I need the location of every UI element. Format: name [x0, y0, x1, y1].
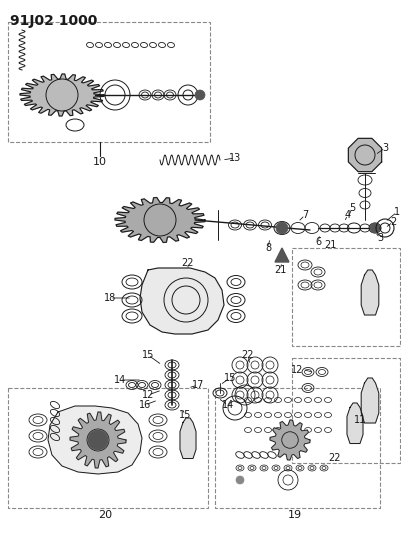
Bar: [291, 248, 399, 346]
Text: 13: 13: [228, 153, 241, 163]
Text: 1: 1: [393, 207, 399, 217]
Polygon shape: [70, 412, 126, 468]
Polygon shape: [348, 139, 381, 172]
Circle shape: [369, 223, 379, 233]
Text: 15: 15: [223, 373, 236, 383]
Bar: [215, 388, 379, 508]
Polygon shape: [360, 378, 378, 423]
Polygon shape: [140, 268, 223, 334]
Text: 7: 7: [301, 210, 307, 220]
Text: 12: 12: [142, 390, 154, 400]
Text: 12: 12: [290, 365, 302, 375]
Polygon shape: [115, 198, 205, 243]
Text: 3: 3: [381, 143, 387, 153]
Text: 22: 22: [328, 453, 340, 463]
Text: 91J02 1000: 91J02 1000: [10, 14, 97, 28]
Polygon shape: [269, 420, 309, 460]
Text: 22: 22: [241, 350, 253, 360]
Text: 21: 21: [323, 240, 335, 250]
Text: 21: 21: [273, 265, 286, 275]
Circle shape: [235, 476, 243, 484]
Circle shape: [88, 430, 108, 450]
Circle shape: [194, 90, 205, 100]
Polygon shape: [346, 403, 362, 443]
Polygon shape: [180, 418, 196, 458]
Bar: [8, 22, 209, 142]
Text: 22: 22: [181, 258, 194, 268]
Polygon shape: [20, 74, 104, 116]
Polygon shape: [48, 406, 142, 474]
Text: 11: 11: [353, 415, 365, 425]
Text: 15: 15: [142, 350, 154, 360]
Text: 18: 18: [103, 293, 116, 303]
Text: 4: 4: [344, 210, 350, 220]
Text: 3: 3: [376, 233, 382, 243]
Circle shape: [275, 222, 287, 234]
Text: 8: 8: [264, 243, 270, 253]
Text: 14: 14: [221, 400, 233, 410]
Bar: [8, 388, 207, 508]
Text: 10: 10: [93, 157, 107, 167]
Text: 5: 5: [348, 203, 354, 213]
Text: 17: 17: [191, 380, 204, 390]
Polygon shape: [360, 270, 378, 315]
Text: 15: 15: [178, 410, 191, 420]
Text: 20: 20: [98, 510, 112, 520]
Polygon shape: [274, 248, 288, 262]
Text: 14: 14: [113, 375, 126, 385]
Text: 19: 19: [287, 510, 301, 520]
Text: 2: 2: [389, 217, 395, 227]
Text: 6: 6: [314, 237, 320, 247]
Bar: [291, 358, 399, 463]
Text: 16: 16: [138, 400, 151, 410]
